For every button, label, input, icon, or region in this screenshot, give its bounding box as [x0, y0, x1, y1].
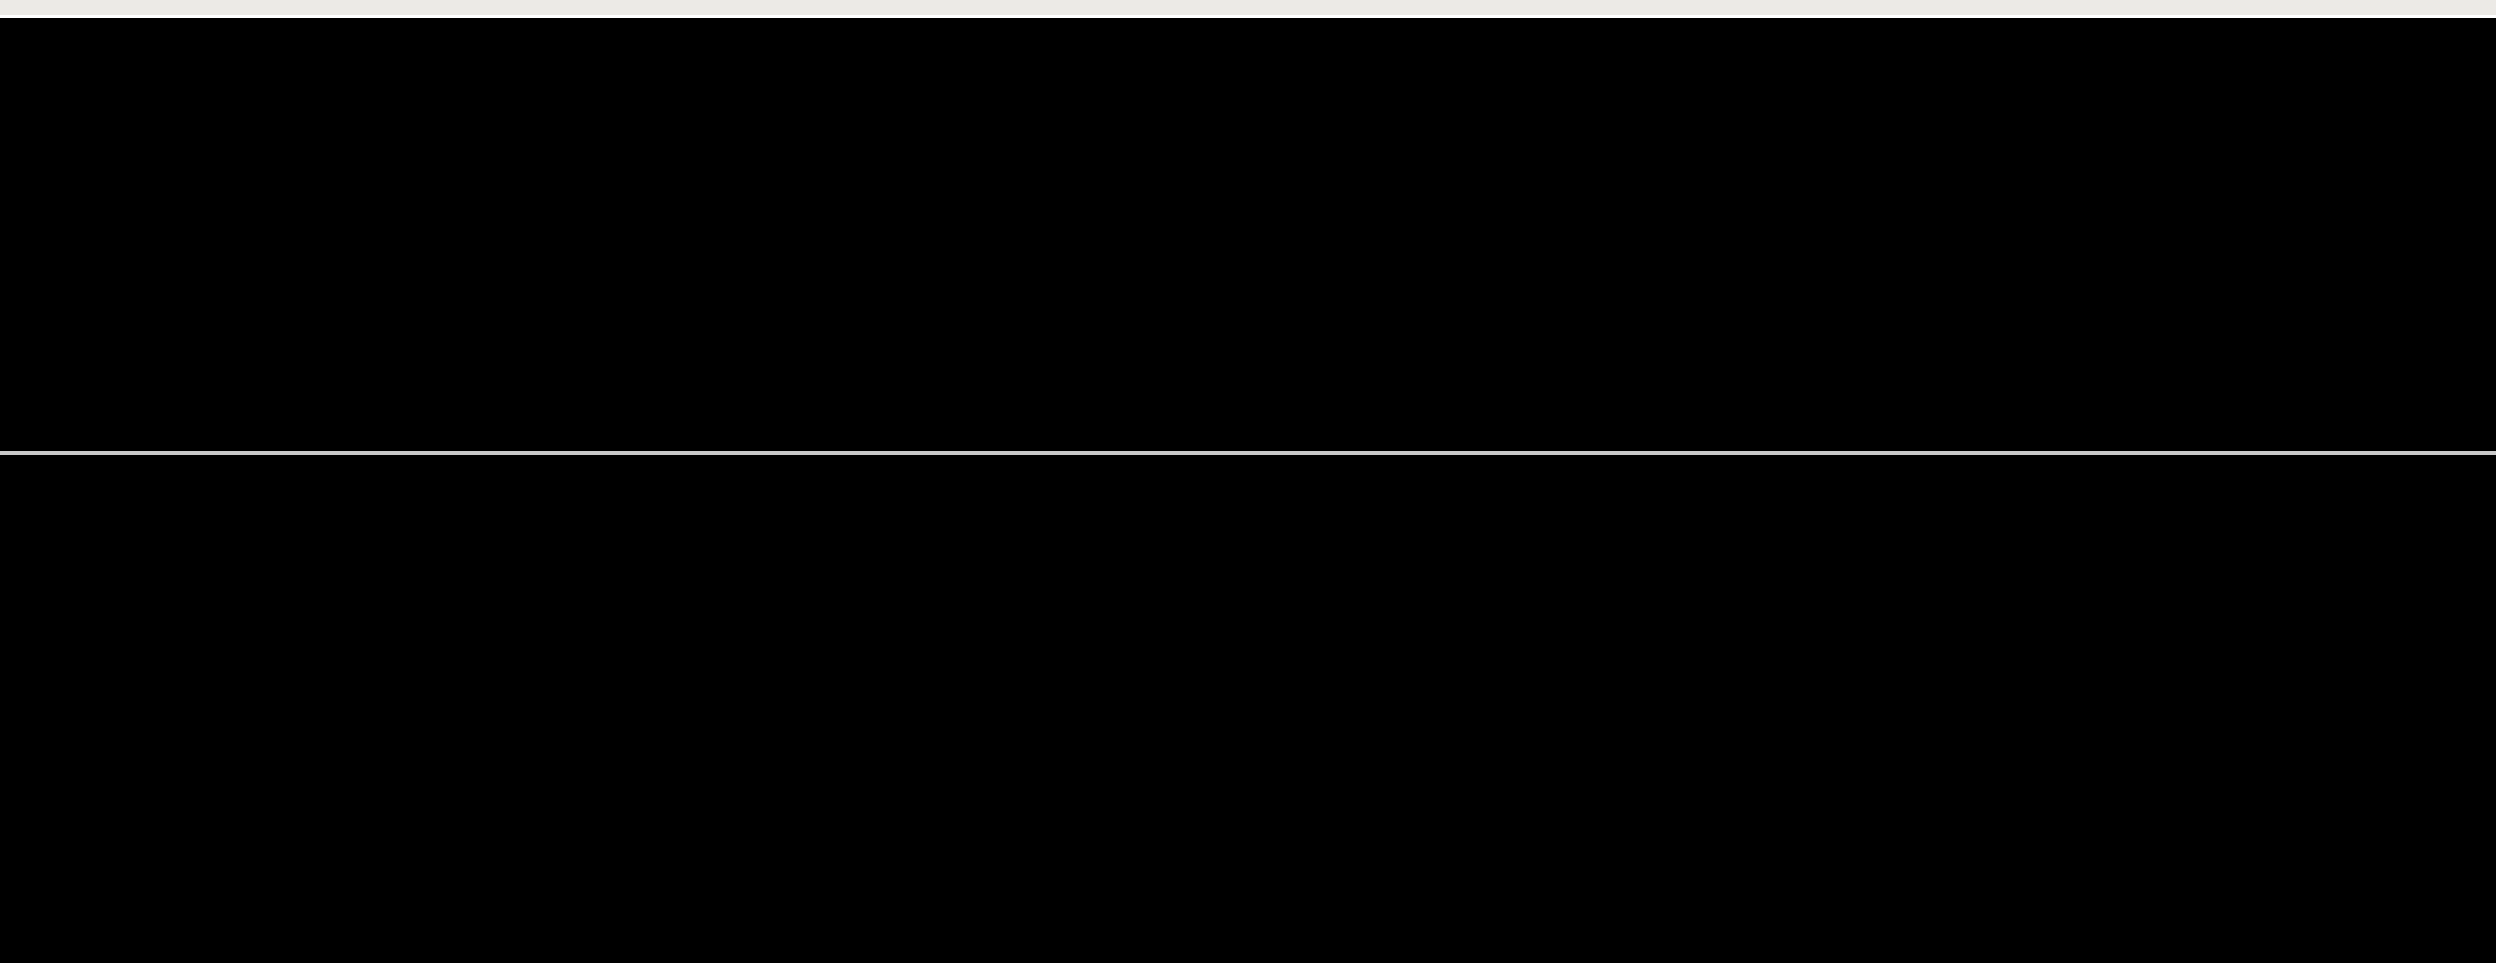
price-chart-canvas[interactable] [0, 20, 2496, 451]
panel-separator[interactable] [0, 451, 2496, 455]
drawing-tools-toolbar[interactable] [0, 0, 2496, 16]
toolbar-bottom-border [0, 18, 2496, 20]
toolbar-bottom-highlight [0, 15, 2496, 18]
price-chart-panel[interactable] [0, 20, 2496, 451]
oscillator-indicator-panel[interactable] [0, 455, 2496, 963]
oscillator-canvas [0, 455, 2496, 963]
toolbar-icon-strip [0, 0, 2496, 15]
